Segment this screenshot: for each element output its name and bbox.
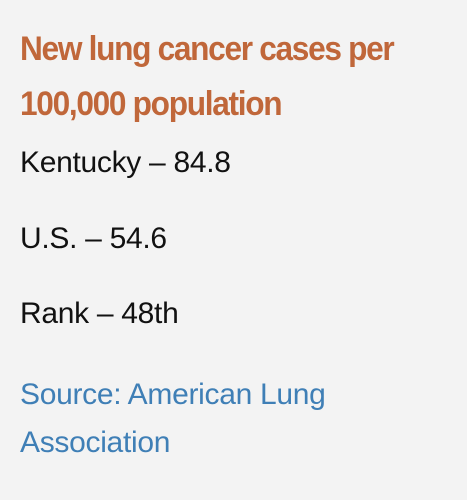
stat-kentucky: Kentucky – 84.8 xyxy=(20,146,231,179)
stat-us: U.S. – 54.6 xyxy=(20,222,167,255)
source-credit: Source: American Lung Association xyxy=(20,378,326,459)
stat-rank: Rank – 48th xyxy=(20,297,179,330)
card-title: New lung cancer cases per 100,000 popula… xyxy=(20,30,395,123)
